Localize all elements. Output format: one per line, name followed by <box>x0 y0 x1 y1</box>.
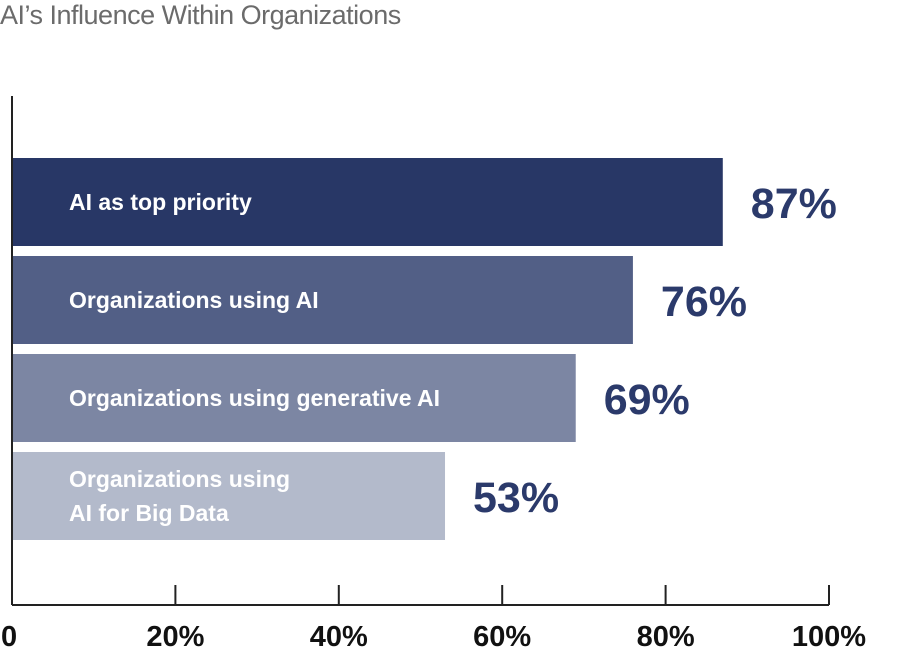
axes-group <box>11 96 829 606</box>
bar-category-label: Organizations using generative AI <box>69 385 440 411</box>
data-label: 53% <box>473 474 559 522</box>
bar-1 <box>12 158 723 246</box>
bar-category-label: Organizations using AI <box>69 287 319 313</box>
bar-2 <box>12 256 633 344</box>
x-tick-label: 100% <box>792 621 866 653</box>
x-tick-label: 20% <box>146 621 204 653</box>
bar-3 <box>12 354 576 442</box>
x-tick-label: 40% <box>310 621 368 653</box>
x-ticks-group: 0 20% 40% 60% 80% 100% <box>1 585 866 653</box>
data-label: 87% <box>751 180 837 228</box>
bar-4 <box>12 452 446 540</box>
bar-category-label: AI for Big Data <box>69 500 229 526</box>
x-tick-label: 80% <box>637 621 695 653</box>
chart-title: AI’s Influence Within Organizations <box>0 0 401 30</box>
bar-category-label: AI as top priority <box>69 189 252 215</box>
bar-category-label: Organizations using <box>69 466 290 492</box>
data-label: 69% <box>604 376 690 424</box>
bars-group: AI as top priority 87% Organizations using… <box>12 158 837 540</box>
x-tick-label: 60% <box>473 621 531 653</box>
x-tick-label: 0 <box>1 621 17 653</box>
data-label: 76% <box>661 278 747 326</box>
